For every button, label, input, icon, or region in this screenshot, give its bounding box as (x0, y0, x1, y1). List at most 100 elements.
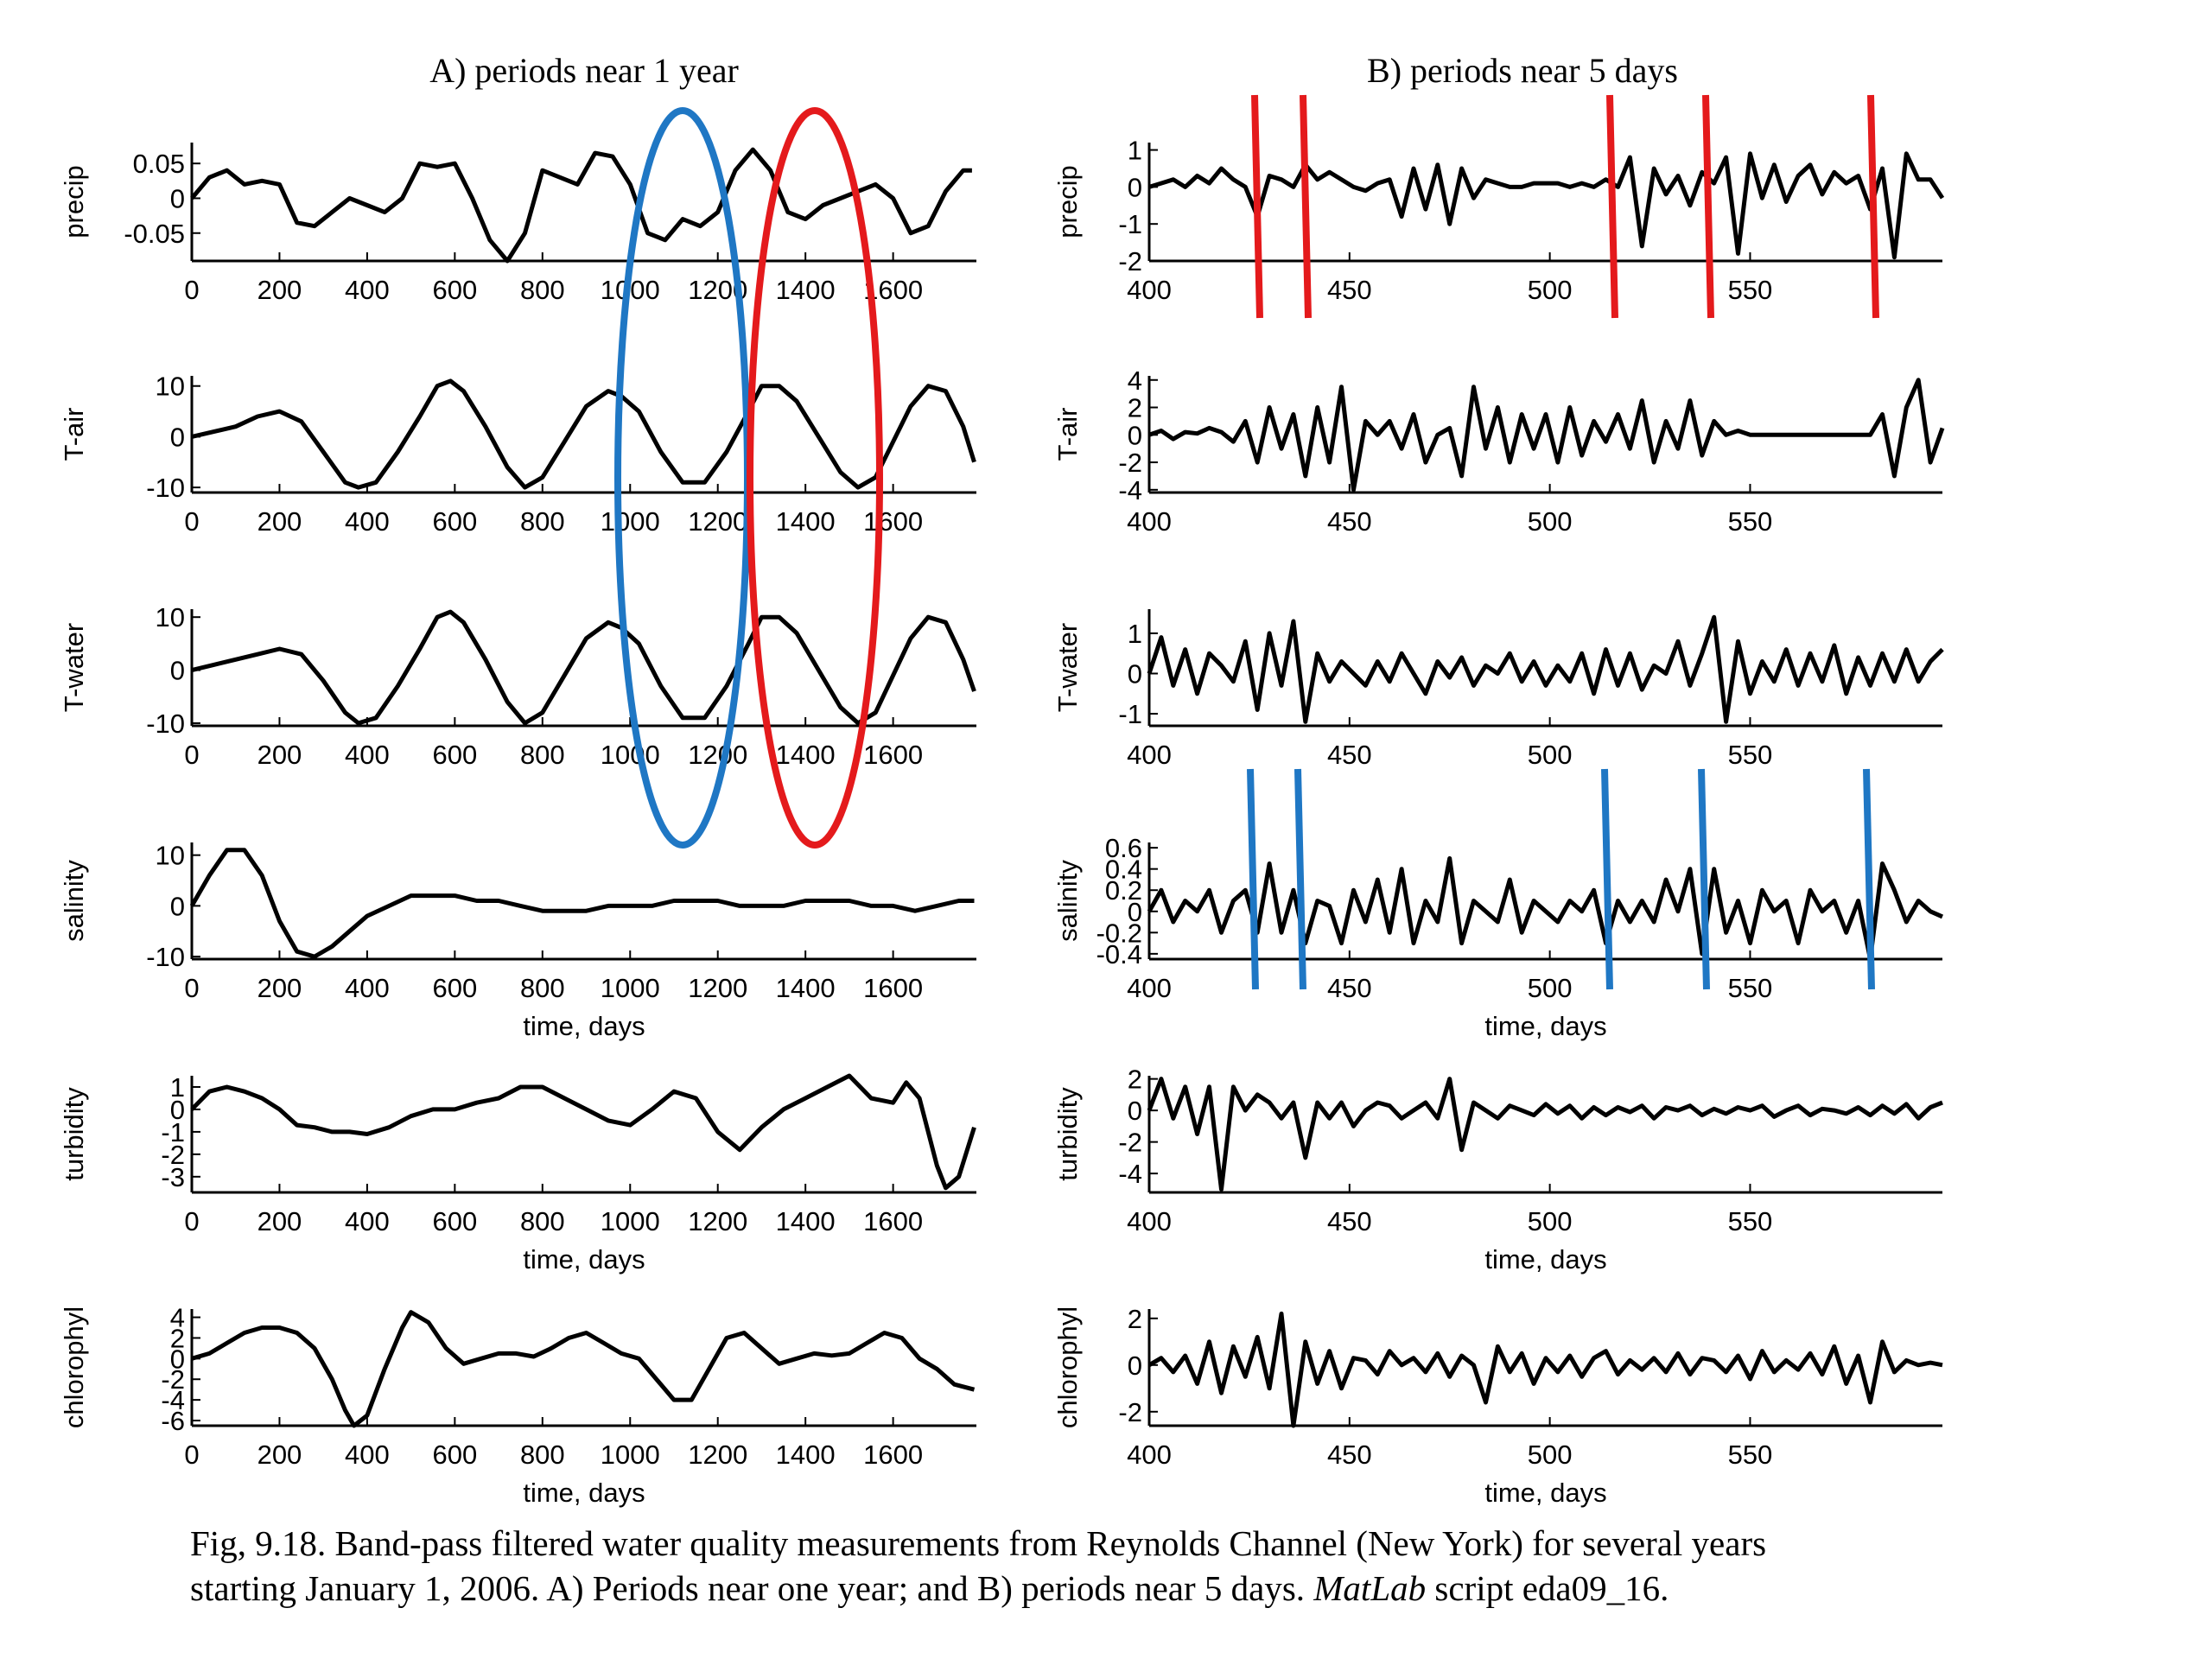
blue-marker-line (1863, 768, 1875, 990)
y-tick-label: -2 (161, 1140, 185, 1170)
series-line (190, 1073, 976, 1191)
blue-marker-line (1294, 768, 1306, 990)
x-tick-label: 400 (345, 275, 390, 305)
y-tick-label: -2 (1118, 1397, 1142, 1427)
x-tick-label: 800 (520, 1440, 565, 1470)
y-tick-label: 0 (1128, 172, 1142, 202)
y-tick-label: 4 (170, 1303, 185, 1333)
x-tick-label: 400 (1127, 740, 1172, 770)
y-tick-label: 10 (156, 372, 185, 402)
x-tick-label: 550 (1728, 973, 1773, 1003)
y-axis-label: salinity (1052, 860, 1083, 942)
y-tick-label: 10 (156, 602, 185, 632)
x-tick-label: 200 (257, 506, 302, 537)
y-tick-label: -0.4 (1096, 939, 1142, 969)
x-axis-label: time, days (1484, 1011, 1606, 1041)
y-tick-label: 2 (1128, 1065, 1142, 1095)
x-tick-label: 800 (520, 275, 565, 305)
y-tick-label: 0.2 (1105, 875, 1142, 906)
x-axis-label: time, days (523, 1244, 645, 1274)
x-tick-label: 1600 (863, 740, 923, 770)
y-tick-label: 2 (1128, 1304, 1142, 1334)
y-axis-label: salinity (59, 860, 89, 942)
y-axis-label: T-water (59, 623, 89, 712)
x-tick-label: 400 (345, 1206, 390, 1236)
y-tick-label: 0 (170, 656, 185, 686)
annotation-overlays (614, 94, 1879, 990)
y-tick-label: 1 (1128, 619, 1142, 649)
y-tick-label: 0 (170, 422, 185, 452)
y-tick-label: -1 (1118, 209, 1142, 239)
x-tick-label: 550 (1728, 1206, 1773, 1236)
series-line (191, 1310, 976, 1428)
x-tick-label: 450 (1327, 506, 1372, 537)
x-tick-label: 400 (345, 740, 390, 770)
x-tick-label: 1200 (688, 1440, 747, 1470)
y-tick-label: 0 (1128, 420, 1142, 450)
panel-B: B) periods near 5 days 1 0 -1 -2 400 450 500 550… (1052, 51, 1945, 1508)
x-tick-label: 550 (1728, 275, 1773, 305)
series-line (1148, 378, 1945, 493)
x-tick-label: 400 (1127, 973, 1172, 1003)
y-axis-label: T-water (1052, 623, 1083, 712)
x-tick-label: 800 (520, 1206, 565, 1236)
x-tick-label: 0 (184, 1206, 199, 1236)
x-tick-label: 450 (1327, 740, 1372, 770)
x-tick-label: 1600 (863, 1206, 923, 1236)
y-tick-label: 0 (1128, 1096, 1142, 1126)
series-line (1147, 1077, 1943, 1192)
red-marker-line (1702, 94, 1714, 319)
x-tick-label: 800 (520, 740, 565, 770)
x-tick-label: 450 (1327, 275, 1372, 305)
subplot-turbidity: 10-1-2-30 200 400 600 800 1000 1200 1400 1600tur… (59, 1072, 976, 1274)
y-tick-label: 1 (1128, 136, 1142, 166)
y-tick-label: -2 (1118, 246, 1142, 276)
y-tick-label: -2 (1118, 448, 1142, 478)
x-tick-label: 1000 (601, 1206, 660, 1236)
y-tick-label: 0 (170, 891, 185, 921)
y-axis-label: turbidity (59, 1087, 89, 1181)
x-tick-label: 550 (1728, 506, 1773, 537)
red-marker-line (1300, 94, 1312, 319)
x-tick-label: 1000 (601, 506, 660, 537)
panel-title: B) periods near 5 days (1367, 51, 1678, 90)
blue-marker-line (1247, 768, 1259, 990)
y-tick-label: 2 (1128, 393, 1142, 423)
y-tick-label: -2 (161, 1364, 185, 1395)
x-tick-label: 1200 (688, 1206, 747, 1236)
panel-title: A) periods near 1 year (429, 51, 739, 90)
x-tick-label: 500 (1528, 1206, 1573, 1236)
red-ellipse (747, 107, 883, 849)
x-tick-label: 550 (1728, 1440, 1773, 1470)
y-tick-label: -10 (146, 709, 185, 739)
series-line (189, 848, 975, 959)
y-tick-label: -4 (1118, 475, 1142, 505)
x-tick-label: 0 (184, 740, 199, 770)
y-tick-label: -1 (161, 1117, 185, 1147)
red-marker-line (1867, 94, 1879, 319)
y-tick-label: 10 (156, 841, 185, 871)
series-line (191, 378, 976, 490)
subplot-chlorophyl: 420-2-4-60 200 400 600 800 1000 1200 1400 1600ch… (59, 1303, 976, 1508)
y-tick-label: -10 (146, 473, 185, 503)
y-axis-label: chlorophyl (1052, 1306, 1083, 1428)
x-tick-label: 500 (1528, 740, 1573, 770)
x-tick-label: 550 (1728, 740, 1773, 770)
x-tick-label: 1600 (863, 973, 923, 1003)
x-tick-label: 0 (184, 275, 199, 305)
x-tick-label: 600 (432, 740, 477, 770)
series-line (1147, 1311, 1943, 1428)
x-tick-label: 200 (257, 740, 302, 770)
x-tick-label: 500 (1528, 275, 1573, 305)
x-tick-label: 1600 (863, 506, 923, 537)
red-marker-line (1251, 94, 1263, 319)
x-tick-label: 1200 (688, 973, 747, 1003)
x-tick-label: 1200 (688, 740, 747, 770)
x-tick-label: 1400 (776, 1206, 836, 1236)
x-tick-label: 1400 (776, 506, 836, 537)
caption-line-2-tail: script eda09_16. (1426, 1568, 1669, 1608)
x-tick-label: 1200 (688, 506, 747, 537)
